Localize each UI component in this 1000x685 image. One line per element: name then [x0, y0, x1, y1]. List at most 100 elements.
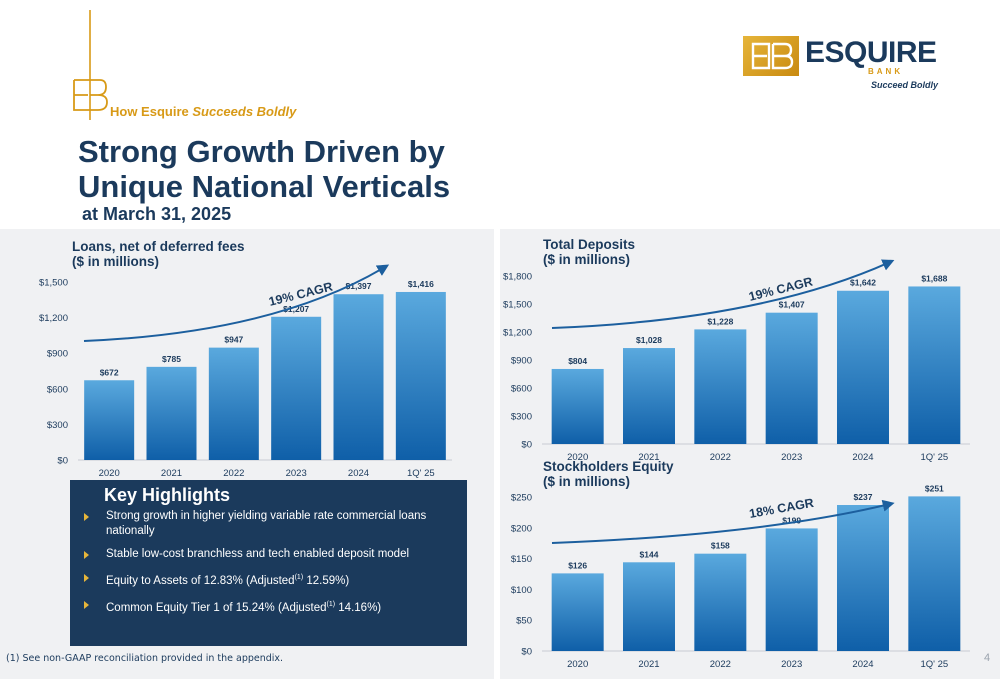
y-tick-label: $200	[511, 523, 532, 534]
page-title: Strong Growth Driven by Unique National …	[78, 134, 450, 204]
bar	[84, 380, 135, 460]
highlight-text: Strong growth in higher yielding variabl…	[106, 510, 427, 537]
data-label: $1,688	[921, 273, 947, 283]
x-tick-label: 2020	[567, 659, 588, 670]
y-tick-label: $1,500	[503, 300, 532, 311]
bar	[908, 286, 961, 444]
highlights-title: Key Highlights	[104, 485, 231, 505]
y-tick-label: $1,500	[39, 278, 68, 289]
chart-title: ($ in millions)	[72, 254, 159, 269]
y-tick-label: $600	[47, 384, 68, 395]
y-tick-label: $100	[511, 585, 532, 596]
y-tick-label: $900	[47, 349, 68, 360]
deposits-chart: Total Deposits($ in millions) $0 $300 $600 $…	[503, 237, 970, 463]
x-tick-label: 1Q' 25	[920, 659, 948, 670]
bar	[623, 348, 675, 444]
bar	[765, 312, 818, 444]
bar	[765, 528, 818, 651]
y-tick-label: $0	[521, 440, 532, 451]
data-label: $947	[224, 335, 243, 345]
data-label: $1,642	[850, 278, 876, 288]
cagr-arrow	[83, 264, 390, 342]
x-tick-label: 1Q' 25	[407, 468, 435, 479]
tagline-emphasis: Succeeds Boldly	[192, 104, 297, 119]
chart-title: ($ in millions)	[543, 474, 630, 489]
title-line-2: Unique National Verticals	[78, 169, 451, 204]
data-label: $251	[925, 483, 944, 493]
data-label: $126	[568, 560, 587, 570]
eb-logo-icon	[743, 36, 799, 76]
y-tick-label: $1,800	[503, 272, 532, 283]
key-highlights: Key Highlights Strong growth in higher y…	[70, 480, 467, 646]
x-tick-label: 2024	[852, 659, 873, 670]
x-tick-label: 2020	[567, 452, 588, 463]
title-line-1: Strong Growth Driven by	[78, 134, 445, 169]
data-label: $804	[568, 356, 587, 366]
x-tick-label: 2024	[348, 468, 369, 479]
x-tick-label: 2020	[99, 468, 120, 479]
page-number: 4	[984, 652, 991, 664]
highlight-text: Common Equity Tier 1 of 15.24% (Adjusted…	[106, 597, 381, 616]
footnote: (1) See non-GAAP reconciliation provided…	[6, 653, 284, 664]
y-tick-label: $1,200	[39, 313, 68, 324]
chart-title: ($ in millions)	[543, 252, 630, 267]
data-label: $1,397	[346, 281, 372, 291]
y-tick-label: $250	[511, 493, 532, 504]
data-label: $1,416	[408, 279, 434, 289]
y-tick-label: $600	[511, 384, 532, 395]
footnote-marker: (1)	[326, 600, 336, 608]
highlight-text: Stable low-cost branchless and tech enab…	[106, 548, 410, 560]
y-tick-label: $300	[47, 420, 68, 431]
highlight-item: Common Equity Tier 1 of 15.24% (Adjusted…	[84, 597, 453, 616]
bullet-icon	[84, 551, 89, 559]
bullet-icon	[84, 600, 89, 609]
x-tick-label: 1Q' 25	[920, 452, 948, 463]
bar	[837, 290, 889, 444]
highlight-text-pre: Equity to Assets of 12.83% (Adjusted	[106, 574, 295, 587]
data-label: $672	[100, 367, 119, 377]
y-tick-label: $900	[511, 356, 532, 367]
tagline-prefix: How Esquire	[110, 104, 193, 119]
y-tick-label: $300	[511, 412, 532, 423]
esquire-bank-logo: ESQUIRE BANK Succeed Boldly	[743, 36, 943, 92]
data-label: $237	[854, 492, 873, 502]
loans-chart: Loans, net of deferred fees($ in million…	[39, 239, 452, 479]
footnote-marker: (1)	[294, 574, 304, 581]
bar	[208, 347, 259, 460]
data-label: $158	[711, 541, 730, 551]
data-label: $1,228	[707, 316, 733, 326]
chart-title: Total Deposits	[543, 237, 635, 252]
logo-name: ESQUIRE	[805, 36, 937, 69]
bar	[694, 553, 747, 651]
data-label: $199	[782, 515, 801, 525]
cagr-arrow	[551, 259, 895, 329]
bar	[837, 505, 889, 651]
x-tick-label: 2021	[638, 659, 659, 670]
highlight-item: Strong growth in higher yielding variabl…	[84, 509, 453, 539]
eb-monogram-icon	[73, 10, 108, 120]
bar	[551, 368, 604, 444]
bar	[271, 316, 322, 460]
y-tick-label: $0	[57, 456, 68, 467]
logo-tagline: Succeed Boldly	[871, 80, 939, 90]
highlight-text-post: 14.16%)	[335, 601, 382, 614]
x-tick-label: 2021	[161, 468, 182, 479]
y-tick-label: $1,200	[503, 328, 532, 339]
y-tick-label: $0	[521, 647, 532, 658]
highlight-item: Equity to Assets of 12.83% (Adjusted(1) …	[84, 570, 453, 589]
cagr-arrow	[551, 499, 895, 544]
highlight-text-post: 12.59%)	[303, 574, 350, 587]
x-tick-label: 2022	[223, 468, 244, 479]
x-tick-label: 2023	[781, 452, 802, 463]
logo-bank: BANK	[868, 67, 904, 76]
data-label: $1,407	[779, 300, 805, 310]
bar	[623, 562, 675, 651]
x-tick-label: 2021	[638, 452, 659, 463]
chart-title: Loans, net of deferred fees	[72, 239, 245, 254]
highlight-item: Stable low-cost branchless and tech enab…	[84, 547, 453, 562]
bullet-icon	[84, 574, 89, 582]
data-label: $144	[640, 549, 659, 559]
bar	[395, 291, 446, 460]
tagline: How Esquire Succeeds Boldly	[110, 104, 296, 119]
bar	[694, 329, 747, 444]
